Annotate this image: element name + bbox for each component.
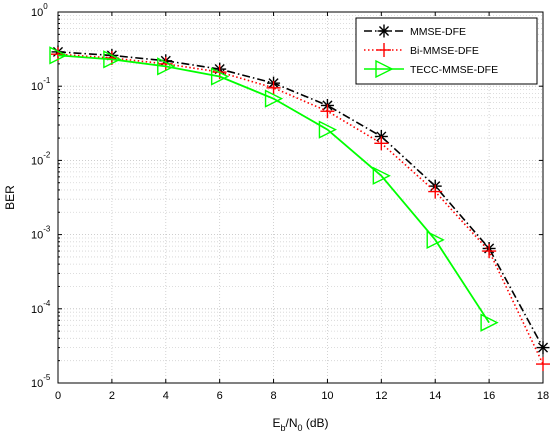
marker-shape [103,50,122,69]
data-point [318,120,338,139]
data-point [374,136,389,151]
legend-label: MMSE-DFE [410,26,466,38]
y-tick-exponent: -1 [43,76,51,85]
data-point [536,357,550,372]
data-point [210,67,230,86]
legend: MMSE-DFE Bi-MMSE-DFE TECC-MMSE-DFE [355,17,538,85]
y-tick-base: 10 [31,230,43,242]
x-tick-label: 14 [429,390,441,402]
data-point [266,80,281,95]
marker-shape [372,166,391,185]
y-tick-exponent: 0 [43,2,48,11]
data-point [482,244,497,259]
data-point [377,24,391,38]
data-point [372,166,391,185]
y-tick-exponent: -3 [43,225,51,234]
y-tick-base: 10 [31,378,43,390]
y-tick-label: 10-5 [31,373,51,390]
x-tick-label: 2 [109,390,115,402]
y-tick-label: 10-2 [31,150,51,167]
marker-shape [49,46,68,65]
legend-label: Bi-MMSE-DFE [410,45,479,57]
data-point [480,313,499,332]
data-point [103,50,122,69]
y-tick-base: 10 [31,7,43,19]
data-point [375,59,394,79]
series-line [57,51,544,348]
x-axis-label: Eb/N0 (dB) [272,416,328,433]
y-tick-exponent: -2 [43,150,51,159]
y-tick-base: 10 [31,81,43,93]
marker-shape [426,230,445,249]
x-tick-label: 6 [217,390,223,402]
marker-shape [264,89,284,108]
data-point [320,104,335,119]
series-mmse-dfe [51,45,550,355]
marker-shape [480,313,499,332]
marker-shape [318,120,338,139]
y-tick-exponent: -4 [43,299,51,308]
x-tick-label: 18 [537,390,549,402]
marker-shape [375,59,394,79]
marker-stroke [378,25,390,37]
x-tick-label: 12 [375,390,387,402]
plot-frame [57,11,544,384]
x-tick-label: 8 [270,390,276,402]
y-tick-base: 10 [31,304,43,316]
series-line [57,53,544,365]
x-label-sub1: b [280,423,285,433]
series-layer [49,45,550,372]
y-tick-label: 10-1 [31,76,51,93]
marker-stroke [537,342,549,353]
x-axis-ticks: 0 2 4 6 8 10 12 14 16 18 [55,12,549,402]
y-tick-exponent: -5 [43,373,51,382]
x-tick-label: 16 [483,390,495,402]
data-point [536,341,550,355]
data-point [426,230,445,249]
x-tick-label: 0 [55,390,61,402]
x-label-tail: (dB) [303,416,329,430]
series-tecc-mmse-dfe [49,46,499,332]
data-point [264,89,284,108]
y-tick-label: 100 [31,2,48,19]
x-tick-label: 10 [321,390,333,402]
data-point [428,184,443,199]
data-point [49,46,68,65]
marker-shape [210,67,230,86]
x-tick-label: 4 [163,390,169,402]
y-tick-label: 10-4 [31,299,51,316]
marker-shape [157,57,176,76]
data-point [157,57,176,76]
legend-label: TECC-MMSE-DFE [410,64,498,76]
x-label-mid: /N [286,416,298,430]
data-point [158,56,173,71]
y-tick-base: 10 [31,155,43,167]
series-bi-mmse-dfe [51,47,550,372]
series-line [57,54,490,324]
x-label-main: E [272,416,280,430]
data-point [377,43,391,57]
x-label-sub2: 0 [298,423,303,433]
y-axis-label: BER [3,185,17,210]
y-tick-label: 10-3 [31,225,51,242]
